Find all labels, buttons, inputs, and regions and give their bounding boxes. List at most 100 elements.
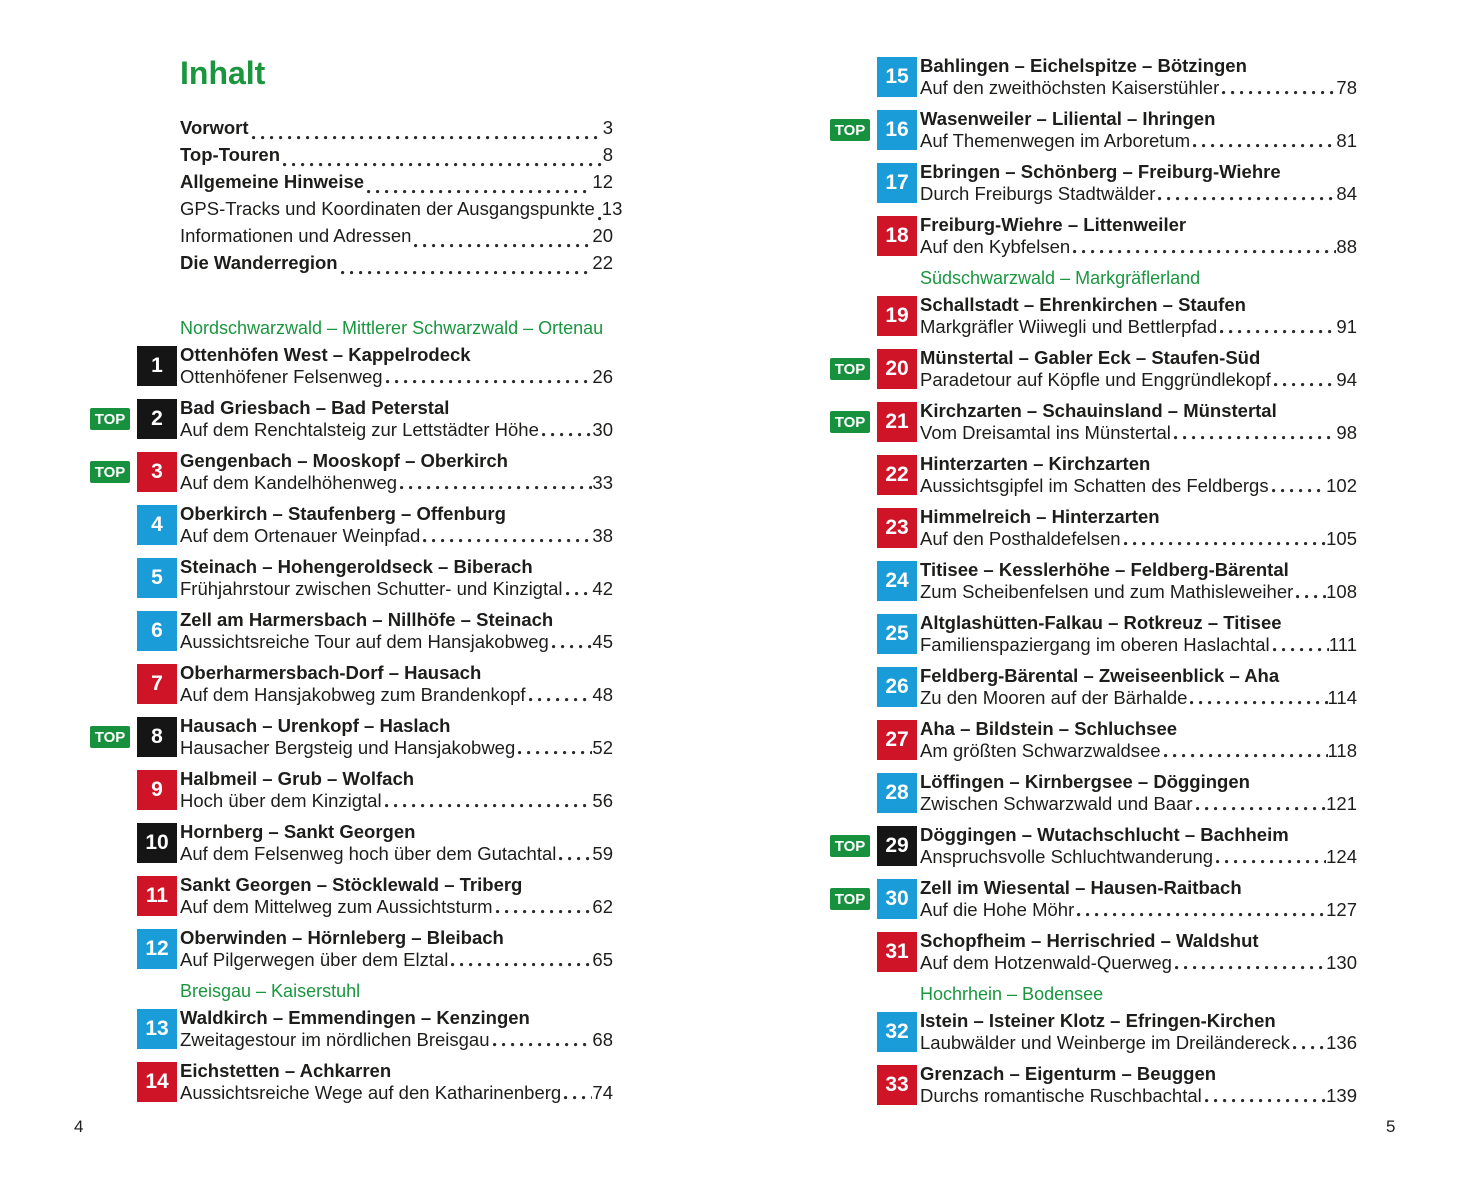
tour-page-number: 52 bbox=[592, 737, 613, 758]
dot-leader bbox=[384, 790, 593, 812]
front-matter-page-number: 3 bbox=[602, 117, 613, 138]
toc-entry-tour-13: 13 Waldkirch – Emmendingen – Kenzingen Z… bbox=[90, 1007, 613, 1052]
tour-text: Waldkirch – Emmendingen – Kenzingen Zwei… bbox=[180, 1007, 613, 1051]
front-matter-list: Vorwort 3 Top-Touren 8 Allgemeine Hinwei… bbox=[180, 117, 622, 279]
tour-number-badge: 11 bbox=[137, 876, 177, 916]
tour-subtitle: Auf dem Ortenauer Weinpfad bbox=[180, 525, 421, 546]
tour-subtitle: Aussichtsreiche Tour auf dem Hansjakobwe… bbox=[180, 631, 549, 652]
toc-entry-tour-32: 32 Istein – Isteiner Klotz – Efringen-Ki… bbox=[830, 1010, 1357, 1055]
front-matter-row: Top-Touren 8 bbox=[180, 144, 613, 171]
tour-subtitle: Markgräfler Wiiwegli und Bettlerpfad bbox=[920, 316, 1218, 337]
tour-subtitle: Aussichtsgipfel im Schatten des Feldberg… bbox=[920, 475, 1269, 496]
tour-title: Titisee – Kesslerhöhe – Feldberg-Bärenta… bbox=[920, 559, 1289, 580]
tour-subtitle: Auf den Kybfelsen bbox=[920, 236, 1071, 257]
dot-leader bbox=[1173, 422, 1337, 444]
tour-number-badge: 18 bbox=[877, 216, 917, 256]
tour-title: Grenzach – Eigenturm – Beuggen bbox=[920, 1063, 1217, 1084]
tour-page-number: 94 bbox=[1336, 369, 1357, 390]
tour-subtitle-row: Auf dem Hotzenwald-Querweg 130 bbox=[920, 952, 1357, 974]
front-matter-page-number: 12 bbox=[592, 171, 613, 192]
toc-entry-tour-31: 31 Schopfheim – Herrischried – Waldshut … bbox=[830, 930, 1357, 975]
dot-leader bbox=[400, 472, 593, 494]
tour-number-badge: 9 bbox=[137, 770, 177, 810]
tour-subtitle: Hausacher Bergsteig und Hansjakobweg bbox=[180, 737, 516, 758]
dot-leader bbox=[1273, 369, 1337, 391]
dot-leader bbox=[1204, 1085, 1327, 1107]
toc-entry-tour-17: 17 Ebringen – Schönberg – Freiburg-Wiehr… bbox=[830, 161, 1357, 206]
tour-subtitle: Frühjahrstour zwischen Schutter- und Kin… bbox=[180, 578, 563, 599]
tour-subtitle-row: Markgräfler Wiiwegli und Bettlerpfad 91 bbox=[920, 316, 1357, 338]
tour-number-badge: 7 bbox=[137, 664, 177, 704]
tour-number-badge: 14 bbox=[137, 1062, 177, 1102]
front-matter-label: Informationen und Adressen bbox=[180, 225, 412, 246]
tour-subtitle-row: Durchs romantische Ruschbachtal 139 bbox=[920, 1085, 1357, 1107]
tour-title: Oberkirch – Staufenberg – Offenburg bbox=[180, 503, 506, 524]
tour-page-number: 124 bbox=[1326, 846, 1357, 867]
top-badge: TOP bbox=[830, 835, 870, 857]
tour-subtitle: Laubwälder und Weinberge im Dreiländerec… bbox=[920, 1032, 1290, 1053]
toc-entry-tour-2: TOP 2 Bad Griesbach – Bad Peterstal Auf … bbox=[90, 397, 613, 442]
toc-entry-tour-28: 28 Löffingen – Kirnbergsee – Döggingen Z… bbox=[830, 771, 1357, 816]
tour-title: Freiburg-Wiehre – Littenweiler bbox=[920, 214, 1187, 235]
tour-title: Eichstetten – Achkarren bbox=[180, 1060, 392, 1081]
tour-subtitle-row: Vom Dreisamtal ins Münstertal 98 bbox=[920, 422, 1357, 444]
tour-text: Ottenhöfen West – Kappelrodeck Ottenhöfe… bbox=[180, 344, 613, 388]
tour-text: Oberharmersbach-Dorf – Hausach Auf dem H… bbox=[180, 662, 613, 706]
toc-entry-tour-26: 26 Feldberg-Bärental – Zweiseenblick – A… bbox=[830, 665, 1357, 710]
tour-page-number: 68 bbox=[592, 1029, 613, 1050]
dot-leader bbox=[597, 198, 602, 225]
tour-subtitle-row: Auf dem Kandelhöhenweg 33 bbox=[180, 472, 613, 494]
dot-leader bbox=[1272, 634, 1329, 656]
tour-subtitle: Auf dem Kandelhöhenweg bbox=[180, 472, 398, 493]
tour-text: Himmelreich – Hinterzarten Auf den Posth… bbox=[920, 506, 1357, 550]
tour-subtitle-row: Zwischen Schwarzwald und Baar 121 bbox=[920, 793, 1357, 815]
tour-page-number: 42 bbox=[592, 578, 613, 599]
tour-text: Grenzach – Eigenturm – Beuggen Durchs ro… bbox=[920, 1063, 1357, 1107]
dot-leader bbox=[251, 117, 603, 144]
toc-entry-tour-14: 14 Eichstetten – Achkarren Aussichtsreic… bbox=[90, 1060, 613, 1105]
dot-leader bbox=[559, 843, 593, 865]
tour-page-number: 130 bbox=[1326, 952, 1357, 973]
tour-text: Hinterzarten – Kirchzarten Aussichtsgipf… bbox=[920, 453, 1357, 497]
dot-leader bbox=[1195, 793, 1327, 815]
tour-number-badge: 12 bbox=[137, 929, 177, 969]
tour-number-badge: 21 bbox=[877, 402, 917, 442]
tour-subtitle: Zu den Mooren auf der Bärhalde bbox=[920, 687, 1188, 708]
tour-text: Eichstetten – Achkarren Aussichtsreiche … bbox=[180, 1060, 613, 1104]
tour-title: Kirchzarten – Schauinsland – Münstertal bbox=[920, 400, 1277, 421]
front-matter-page-number: 20 bbox=[592, 225, 613, 246]
dot-leader bbox=[564, 1082, 593, 1104]
top-badge: TOP bbox=[830, 119, 870, 141]
tour-subtitle: Durchs romantische Ruschbachtal bbox=[920, 1085, 1202, 1106]
tour-subtitle-row: Aussichtsreiche Tour auf dem Hansjakobwe… bbox=[180, 631, 613, 653]
tour-text: Oberkirch – Staufenberg – Offenburg Auf … bbox=[180, 503, 613, 547]
tour-text: Freiburg-Wiehre – Littenweiler Auf den K… bbox=[920, 214, 1357, 258]
dot-leader bbox=[1174, 952, 1327, 974]
tour-number-badge: 26 bbox=[877, 667, 917, 707]
tour-number-badge: 29 bbox=[877, 826, 917, 866]
tour-subtitle: Paradetour auf Köpfle und Enggründlekopf bbox=[920, 369, 1271, 390]
tour-subtitle-row: Zum Scheibenfelsen und zum Mathisleweihe… bbox=[920, 581, 1357, 603]
dot-leader bbox=[451, 949, 593, 971]
tour-number-badge: 27 bbox=[877, 720, 917, 760]
tour-title: Löffingen – Kirnbergsee – Döggingen bbox=[920, 771, 1250, 792]
tour-page-number: 108 bbox=[1326, 581, 1357, 602]
tour-number-badge: 23 bbox=[877, 508, 917, 548]
dot-leader bbox=[492, 1029, 593, 1051]
tour-page-number: 114 bbox=[1327, 687, 1358, 708]
tour-subtitle: Hoch über dem Kinzigtal bbox=[180, 790, 382, 811]
tour-subtitle-row: Durch Freiburgs Stadtwälder 84 bbox=[920, 183, 1357, 205]
tour-text: Löffingen – Kirnbergsee – Döggingen Zwis… bbox=[920, 771, 1357, 815]
dot-leader bbox=[414, 225, 593, 252]
tour-subtitle: Zum Scheibenfelsen und zum Mathisleweihe… bbox=[920, 581, 1294, 602]
dot-leader bbox=[518, 737, 593, 759]
toc-entry-tour-25: 25 Altglashütten-Falkau – Rotkreuz – Tit… bbox=[830, 612, 1357, 657]
dot-leader bbox=[1158, 183, 1337, 205]
tour-subtitle-row: Hoch über dem Kinzigtal 56 bbox=[180, 790, 613, 812]
tour-title: Himmelreich – Hinterzarten bbox=[920, 506, 1160, 527]
tour-number-badge: 4 bbox=[137, 505, 177, 545]
tour-number-badge: 3 bbox=[137, 452, 177, 492]
toc-entry-tour-24: 24 Titisee – Kesslerhöhe – Feldberg-Bäre… bbox=[830, 559, 1357, 604]
tour-page-number: 118 bbox=[1327, 740, 1358, 761]
